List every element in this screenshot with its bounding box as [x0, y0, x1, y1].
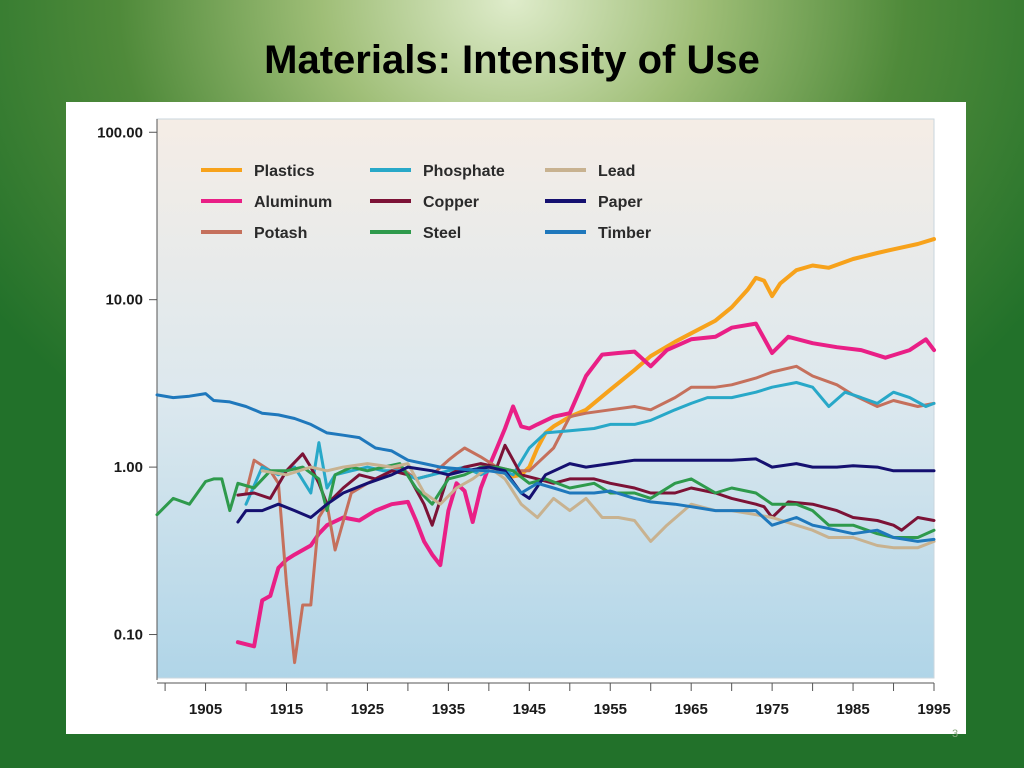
- legend-label-paper: Paper: [598, 194, 642, 211]
- series-line-plastics: [486, 237, 936, 479]
- legend-label-steel: Steel: [423, 225, 461, 242]
- intensity-of-use-chart: 0.10 1.00 10.00 100.00 1905 1915 1925 1935 1945 1…: [97, 118, 951, 718]
- y-tick-label: 0.10: [114, 627, 143, 644]
- legend-label-potash: Potash: [254, 225, 307, 242]
- legend-label-copper: Copper: [423, 194, 479, 211]
- y-tick-label: 100.00: [97, 124, 143, 141]
- y-tick-label: 10.00: [105, 292, 143, 309]
- x-tick-label: 1935: [432, 701, 465, 718]
- legend-label-aluminum: Aluminum: [254, 194, 332, 211]
- slide-title: Materials: Intensity of Use: [264, 38, 760, 82]
- legend-label-plastics: Plastics: [254, 163, 315, 180]
- series-line-paper: [236, 457, 936, 524]
- series-line-aluminum: [235, 321, 936, 649]
- page-number: 3: [952, 728, 959, 740]
- x-tick-label: 1925: [351, 701, 384, 718]
- x-tick-label: 1965: [675, 701, 708, 718]
- series-line-timber: [155, 392, 936, 543]
- x-tick-label: 1945: [513, 701, 546, 718]
- legend-label-timber: Timber: [598, 225, 651, 242]
- legend-label-phosphate: Phosphate: [423, 163, 505, 180]
- x-tick-label: 1985: [836, 701, 869, 718]
- x-tick-label: 1915: [270, 701, 303, 718]
- series-line-lead: [260, 462, 936, 550]
- chart-panel: 0.10 1.00 10.00 100.00 1905 1915 1925 1935 1945 1…: [66, 102, 966, 734]
- x-tick-label: 1955: [594, 701, 627, 718]
- x-tick-label: 1975: [755, 701, 788, 718]
- x-tick-label: 1995: [917, 701, 950, 718]
- x-tick-label: 1905: [189, 701, 222, 718]
- y-tick-label: 1.00: [114, 459, 143, 476]
- legend-label-lead: Lead: [598, 163, 635, 180]
